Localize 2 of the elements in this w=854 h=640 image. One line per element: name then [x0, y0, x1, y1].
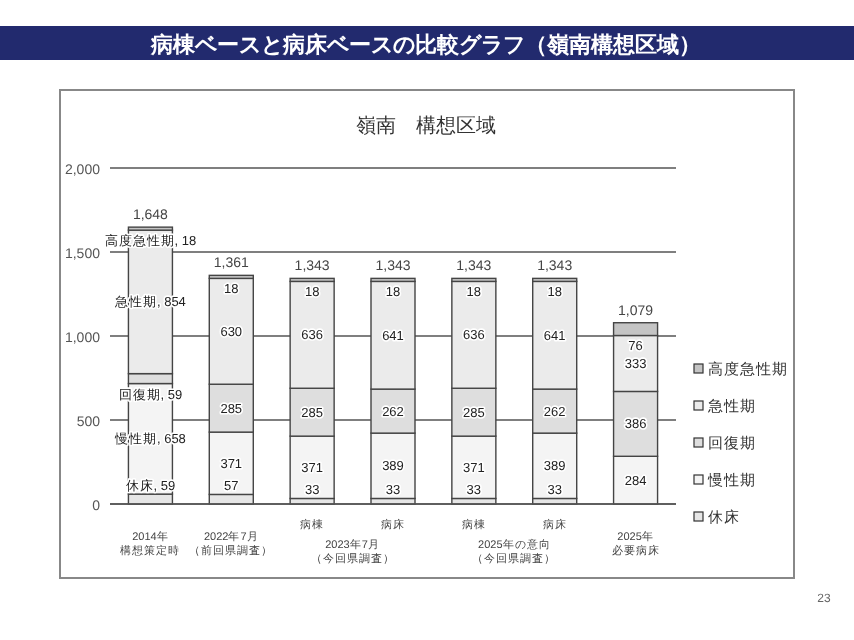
chart-subtitle: 嶺南 構想区域	[356, 114, 496, 138]
chart-title: 病棟ベースと病床ベースの比較グラフ（嶺南構想区域）	[149, 32, 701, 58]
